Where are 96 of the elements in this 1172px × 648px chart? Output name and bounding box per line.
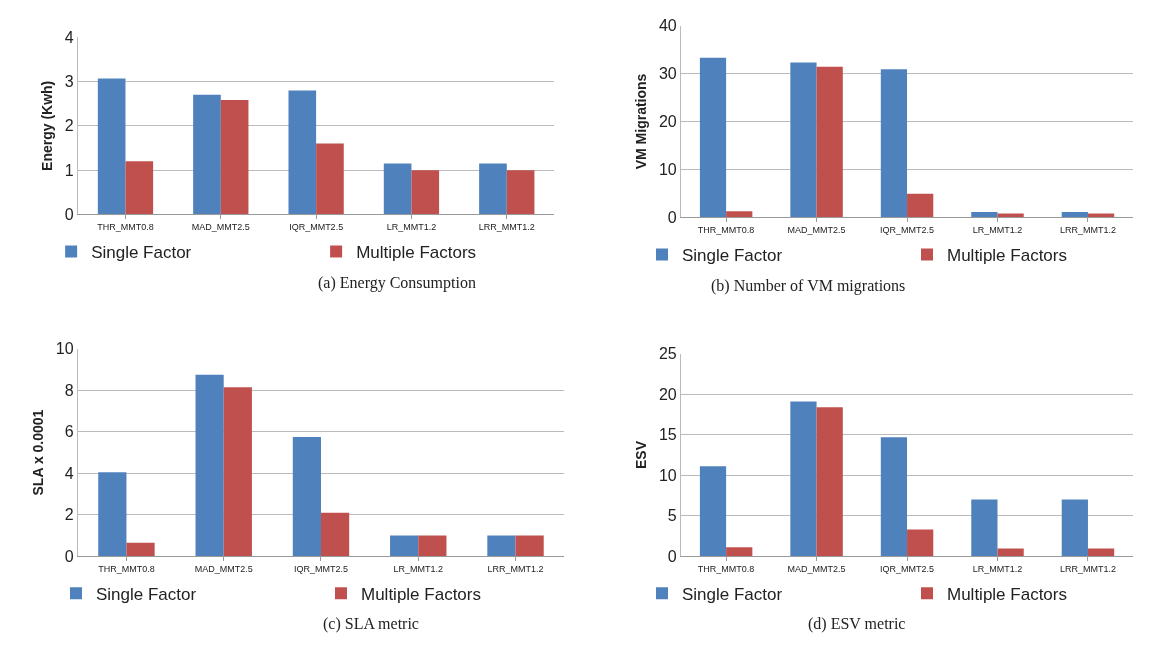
bar [515, 535, 544, 557]
y-tick-label: 10 [658, 466, 677, 484]
x-tick-label: LR_MMT1.2 [393, 564, 444, 575]
bar [790, 62, 817, 218]
bar [971, 499, 998, 557]
legend-label: Multiple Factors [356, 243, 477, 263]
bar [288, 90, 317, 215]
y-tick-label: 10 [55, 340, 74, 358]
text: (c) SLA metric [323, 615, 419, 633]
bar [383, 163, 412, 215]
y-axis-title: Energy (Kwh) [39, 80, 56, 171]
text: (b) Number of VM migrations [711, 277, 906, 295]
bar [907, 193, 934, 218]
y-tick-label: 6 [64, 423, 74, 441]
y-tick-label: 4 [64, 464, 74, 482]
x-tick-label: IQR_MMT2.5 [880, 564, 935, 575]
x-tick-label: LRR_MMT1.2 [1059, 225, 1116, 236]
bar [98, 472, 127, 557]
text: (d) ESV metric [808, 615, 906, 633]
bar [726, 211, 753, 218]
x-tick-label: LR_MMT1.2 [972, 225, 1023, 236]
x-tick-label: LRR_MMT1.2 [1059, 564, 1116, 575]
y-tick-label: 0 [64, 206, 74, 224]
legend-label: Multiple Factors [947, 584, 1067, 604]
y-tick-label: 8 [64, 381, 74, 399]
bar [316, 143, 344, 215]
y-tick-label: 25 [658, 345, 677, 363]
bar [220, 100, 249, 215]
x-tick-label: THR_MMT0.8 [98, 564, 155, 575]
bar [971, 212, 998, 218]
x-tick-label: THR_MMT0.8 [97, 222, 154, 233]
y-tick-label: 4 [64, 28, 74, 46]
y-axis-title: VM Migrations [633, 73, 650, 170]
bar [790, 401, 817, 557]
y-axis-title: ESV [633, 440, 650, 469]
y-tick-label: 0 [667, 208, 677, 226]
bar [699, 57, 727, 218]
bar [487, 535, 516, 557]
x-tick-label: LRR_MMT1.2 [487, 564, 544, 575]
text: (a) Energy Consumption [318, 274, 476, 292]
bar [1061, 212, 1088, 218]
legend-label: Single Factor [682, 246, 783, 266]
y-tick-label: 30 [658, 65, 677, 83]
bar [223, 387, 252, 557]
bar [125, 161, 154, 215]
x-tick-label: MAD_MMT2.5 [191, 222, 250, 233]
x-tick-label: MAD_MMT2.5 [194, 564, 253, 575]
y-tick-label: 2 [64, 506, 74, 524]
y-tick-label: 0 [64, 547, 74, 565]
bar [997, 548, 1024, 557]
x-tick-label: LR_MMT1.2 [386, 222, 437, 233]
legend-label: Single Factor [95, 584, 197, 604]
bar [193, 94, 221, 215]
bar [506, 170, 535, 215]
x-tick-label: IQR_MMT2.5 [293, 564, 348, 575]
x-tick-label: LR_MMT1.2 [972, 564, 1023, 575]
x-tick-label: IQR_MMT2.5 [289, 222, 344, 233]
bar [320, 512, 350, 557]
bar [726, 547, 753, 557]
bar [292, 436, 321, 557]
y-tick-label: 0 [667, 547, 677, 565]
y-tick-label: 3 [64, 73, 74, 91]
bar [816, 407, 843, 557]
x-tick-label: THR_MMT0.8 [697, 564, 755, 575]
bar [390, 535, 419, 557]
y-tick-label: 1 [64, 161, 74, 179]
y-axis-title: SLA x 0.0001 [30, 409, 47, 496]
bar [195, 374, 224, 557]
bar [418, 535, 447, 557]
y-tick-label: 2 [64, 117, 74, 135]
x-tick-label: IQR_MMT2.5 [880, 225, 935, 236]
y-tick-label: 20 [658, 113, 677, 131]
bar [699, 466, 727, 557]
y-tick-label: 10 [658, 161, 677, 178]
legend-label: Single Factor [682, 584, 783, 604]
bar [1061, 499, 1088, 557]
x-tick-label: LRR_MMT1.2 [478, 222, 535, 233]
y-tick-label: 15 [658, 426, 677, 444]
y-tick-label: 40 [658, 17, 677, 35]
legend-label: Multiple Factors [947, 246, 1067, 266]
bar [126, 542, 155, 557]
bar [816, 66, 843, 218]
bar [880, 437, 908, 557]
bar [907, 529, 934, 557]
legend-label: Multiple Factors [360, 584, 481, 604]
bar [479, 163, 507, 215]
bar [1087, 548, 1115, 557]
bar [411, 170, 440, 215]
legend-label: Single Factor [91, 243, 192, 263]
x-tick-label: MAD_MMT2.5 [787, 225, 846, 236]
y-tick-label: 20 [658, 385, 677, 403]
bar [880, 69, 908, 218]
x-tick-label: THR_MMT0.8 [697, 225, 755, 236]
y-tick-label: 5 [667, 507, 677, 525]
x-tick-label: MAD_MMT2.5 [787, 564, 846, 575]
bar [97, 78, 126, 215]
